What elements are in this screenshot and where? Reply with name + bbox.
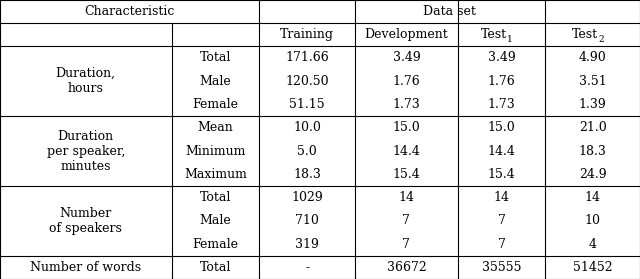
Text: 51452: 51452 (573, 261, 612, 274)
Text: 14: 14 (493, 191, 509, 204)
Text: Minimum: Minimum (185, 145, 246, 158)
Text: 4.90: 4.90 (579, 51, 607, 64)
Text: Total: Total (200, 191, 231, 204)
Text: 7: 7 (403, 238, 410, 251)
Text: 1.73: 1.73 (488, 98, 515, 111)
Text: Mean: Mean (198, 121, 233, 134)
Text: 14: 14 (585, 191, 600, 204)
Text: 710: 710 (295, 214, 319, 227)
Text: 319: 319 (295, 238, 319, 251)
Text: 1.73: 1.73 (392, 98, 420, 111)
Text: 7: 7 (497, 214, 506, 227)
Text: 1029: 1029 (291, 191, 323, 204)
Text: Total: Total (200, 51, 231, 64)
Text: 7: 7 (403, 214, 410, 227)
Text: -: - (305, 261, 309, 274)
Text: Number
of speakers: Number of speakers (49, 207, 122, 235)
Text: 1.76: 1.76 (488, 75, 515, 88)
Text: 5.0: 5.0 (298, 145, 317, 158)
Text: 35555: 35555 (482, 261, 521, 274)
Text: 7: 7 (497, 238, 506, 251)
Text: 10: 10 (585, 214, 600, 227)
Text: Male: Male (200, 214, 231, 227)
Text: Duration
per speaker,
minutes: Duration per speaker, minutes (47, 129, 125, 172)
Text: 3.49: 3.49 (488, 51, 515, 64)
Text: 171.66: 171.66 (285, 51, 329, 64)
Text: 14: 14 (398, 191, 415, 204)
Text: 120.50: 120.50 (285, 75, 329, 88)
Text: Total: Total (200, 261, 231, 274)
Text: Test: Test (572, 28, 598, 41)
Text: 1: 1 (507, 35, 513, 44)
Text: Test: Test (481, 28, 507, 41)
Text: 18.3: 18.3 (579, 145, 607, 158)
Text: 21.0: 21.0 (579, 121, 607, 134)
Text: Training: Training (280, 28, 334, 41)
Text: 24.9: 24.9 (579, 168, 607, 181)
Text: 14.4: 14.4 (392, 145, 420, 158)
Text: Male: Male (200, 75, 231, 88)
Text: 18.3: 18.3 (293, 168, 321, 181)
Text: Duration,
hours: Duration, hours (56, 67, 116, 95)
Text: Data set: Data set (423, 5, 476, 18)
Text: Development: Development (365, 28, 448, 41)
Text: 2: 2 (598, 35, 604, 44)
Text: 3.49: 3.49 (392, 51, 420, 64)
Text: 4: 4 (589, 238, 596, 251)
Text: 10.0: 10.0 (293, 121, 321, 134)
Text: Characteristic: Characteristic (84, 5, 175, 18)
Text: 14.4: 14.4 (488, 145, 515, 158)
Text: Maximum: Maximum (184, 168, 247, 181)
Text: Female: Female (193, 238, 238, 251)
Text: 1.39: 1.39 (579, 98, 607, 111)
Text: 36672: 36672 (387, 261, 426, 274)
Text: 1.76: 1.76 (392, 75, 420, 88)
Text: 3.51: 3.51 (579, 75, 607, 88)
Text: 15.0: 15.0 (488, 121, 515, 134)
Text: 51.15: 51.15 (289, 98, 325, 111)
Text: Number of words: Number of words (30, 261, 141, 274)
Text: 15.0: 15.0 (392, 121, 420, 134)
Text: 15.4: 15.4 (488, 168, 515, 181)
Text: 15.4: 15.4 (392, 168, 420, 181)
Text: Female: Female (193, 98, 238, 111)
